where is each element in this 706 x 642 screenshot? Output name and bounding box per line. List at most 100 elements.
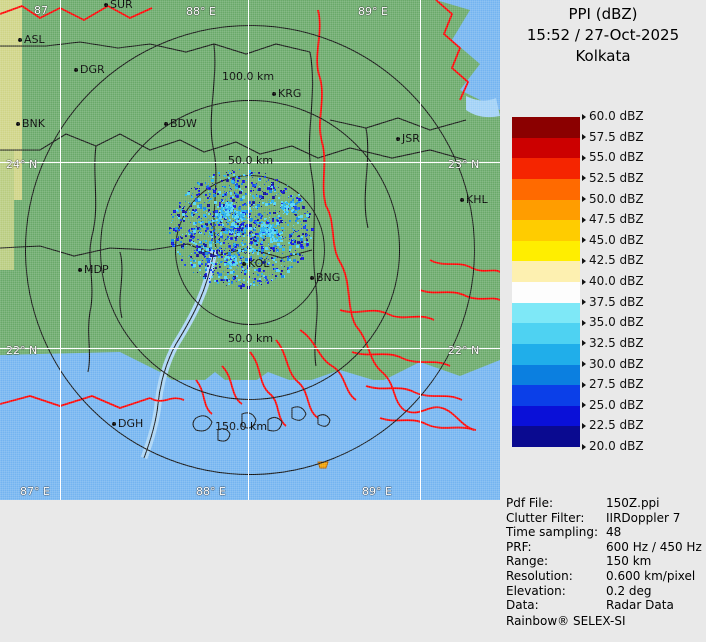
metadata-row: Clutter Filter: IIRDoppler 7 [506,511,706,526]
landmass-plateau-west-lower [0,150,14,270]
city-dot-icon [18,38,22,42]
metadata-value: 150Z.ppi [606,496,660,510]
longitude-label: 88° E [186,5,216,18]
dbz-colorbar[interactable] [512,117,580,447]
city-label: BDW [170,117,197,130]
metadata-key: Elevation: [506,583,566,598]
colorbar-swatch [512,137,580,159]
scan-metadata-table: Pdf File: 150Z.ppi Clutter Filter: IIRDoppl… [506,496,706,628]
metadata-row: Elevation: 0.2 deg [506,584,706,599]
city-dot-icon [112,422,116,426]
colorbar-tick-label: 35.0 dBZ [582,315,644,329]
colorbar-tick-label: 25.0 dBZ [582,398,644,412]
colorbar-swatch [512,343,580,365]
metadata-row: Pdf File: 150Z.ppi [506,496,706,511]
tick-value: 27.5 dBZ [589,377,644,392]
colorbar-swatch [512,261,580,282]
radar-map-canvas[interactable]: 88° E 89° E 87° E 88° E 89° E 24° N 23° N 22° N… [0,0,500,500]
metadata-key: PRF: [506,539,532,554]
metadata-row: Range: 150 km [506,554,706,569]
metadata-value: 48 [606,525,622,540]
graticule-meridian [60,0,61,500]
tick-value: 47.5 dBZ [589,212,644,227]
colorbar-tick-label: 45.0 dBZ [582,233,644,247]
city-label: MDP [84,263,109,276]
colorbar-tick-label: 52.5 dBZ [582,171,644,185]
city-dot-icon [310,276,314,280]
colorbar-swatch [512,220,580,241]
metadata-value: 600 Hz / 450 Hz [606,539,702,554]
metadata-key: Data: [506,598,539,613]
metadata-value: 0.600 km/pixel [606,568,696,583]
tick-value: 20.0 dBZ [589,439,644,453]
colorbar-tick-label: 20.0 dBZ [582,439,644,453]
tick-arrow-icon [582,134,586,141]
colorbar-swatch [512,240,580,262]
range-ring [25,25,475,475]
colorbar-tick-label: 32.5 dBZ [582,336,644,350]
graticule-corner-label: 87 [34,4,48,17]
tick-value: 25.0 dBZ [589,397,644,412]
colorbar-swatch [512,117,580,138]
city-dot-icon [396,137,400,141]
vendor-brand: Rainbow® SELEX-SI [506,614,626,628]
colorbar-swatch [512,405,580,427]
colorbar-tick-label: 40.0 dBZ [582,274,644,288]
colorbar-swatch [512,302,580,324]
colorbar-swatch [512,364,580,386]
metadata-value: Radar Data [606,598,674,613]
metadata-value: 150 km [606,554,652,569]
latitude-label: 24° N [6,158,38,171]
metadata-value: IIRDoppler 7 [606,510,681,525]
info-panel: PPI (dBZ) 15:52 / 27-Oct-2025 Kolkata 60… [500,0,706,642]
colorbar-tick-label: 55.0 dBZ [582,150,644,164]
tick-arrow-icon [582,278,586,285]
tick-value: 57.5 dBZ [589,129,644,144]
city-label: JSR [402,132,420,145]
tick-arrow-icon [582,340,586,347]
panel-title-block: PPI (dBZ) 15:52 / 27-Oct-2025 Kolkata [500,4,706,67]
tick-arrow-icon [582,216,586,223]
colorbar-tick-label: 37.5 dBZ [582,295,644,309]
range-ring-label: 50.0 km [228,154,274,167]
tick-arrow-icon [582,319,586,326]
graticule-parallel [0,162,500,163]
colorbar-tick-label: 60.0 dBZ [582,109,644,123]
tick-arrow-icon [582,361,586,367]
tick-value: 45.0 dBZ [589,232,644,247]
tick-arrow-icon [582,381,586,388]
city-dot-icon [242,262,246,266]
colorbar-swatch [512,178,580,200]
city-dot-icon [460,198,464,202]
tick-arrow-icon [582,299,586,306]
scan-datetime: 15:52 / 27-Oct-2025 [526,26,680,44]
city-label: KOL [248,257,270,270]
tick-arrow-icon [582,196,586,202]
tick-value: 37.5 dBZ [589,294,644,309]
metadata-row: Time sampling: 48 [506,525,706,540]
tick-arrow-icon [582,154,586,161]
colorbar-swatch [512,426,580,447]
colorbar-tick-label: 57.5 dBZ [582,130,644,144]
graticule-parallel [0,348,500,349]
metadata-row: Data: Radar Data [506,598,706,613]
city-label: BNK [22,117,45,130]
tick-value: 22.5 dBZ [589,418,644,433]
tick-value: 32.5 dBZ [589,335,644,350]
colorbar-tick-label: 42.5 dBZ [582,253,644,267]
city-label: KRG [278,87,302,100]
metadata-key: Clutter Filter: [506,510,585,525]
city-dot-icon [78,268,82,272]
city-label: DGR [80,63,105,76]
city-dot-icon [16,122,20,126]
tick-value: 52.5 dBZ [589,170,644,185]
longitude-label: 88° E [196,485,226,498]
city-dot-icon [104,3,108,7]
tick-arrow-icon [582,175,586,182]
tick-arrow-icon [582,257,586,264]
metadata-value: 0.2 deg [606,583,652,598]
metadata-key: Time sampling: [506,525,599,540]
city-dot-icon [164,122,168,126]
metadata-key: Range: [506,554,549,569]
